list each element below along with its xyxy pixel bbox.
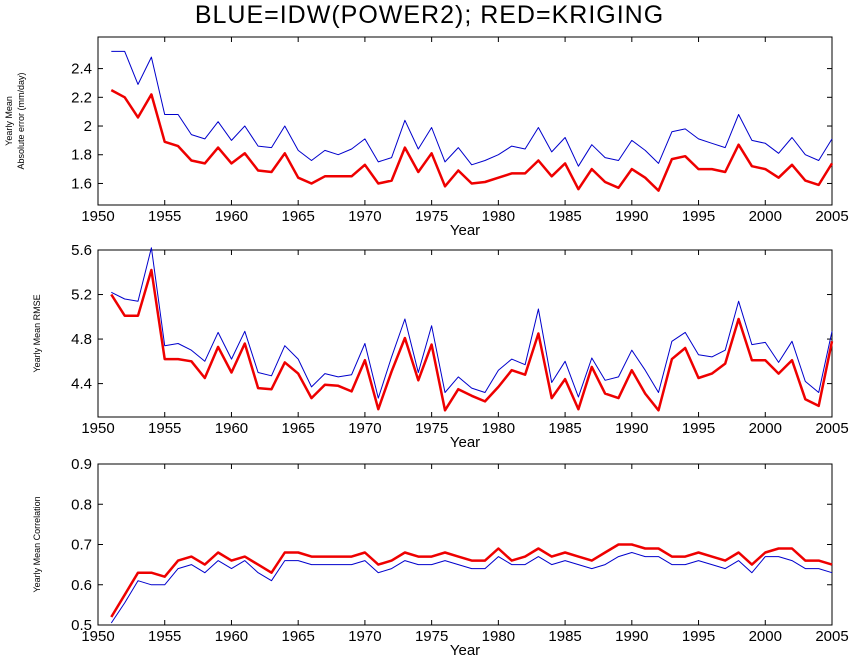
abs-error-xtick-label: 1970 [348, 208, 381, 225]
correlation-blue-series-line [110, 552, 833, 624]
rmse-xtick-label: 1950 [81, 420, 114, 437]
abs-error-xtick-label: 1965 [281, 208, 314, 225]
correlation-ytick-label: 0.9 [71, 456, 92, 473]
abs-error-xtick-label: 1990 [615, 208, 648, 225]
rmse-xaxis-label: Year [450, 434, 480, 451]
abs-error-xtick-label: 1975 [415, 208, 448, 225]
rmse-ytick-label: 5.2 [71, 287, 92, 304]
abs-error-plot-frame [97, 36, 833, 206]
abs-error-xtick-label: 2000 [749, 208, 782, 225]
correlation-xtick-label: 1970 [348, 628, 381, 645]
rmse-ytick-label: 4.8 [71, 331, 92, 348]
rmse-xtick-label: 1955 [148, 420, 181, 437]
correlation-xtick-label: 1975 [415, 628, 448, 645]
correlation-xtick-label: 1960 [215, 628, 248, 645]
correlation-xtick-label: 1990 [615, 628, 648, 645]
abs-error-yaxis-label: Yearly Mean [4, 96, 14, 146]
correlation-yaxis-label: Yearly Mean Correlation [32, 496, 42, 592]
rmse-xtick-label: 1980 [482, 420, 515, 437]
correlation-red-series-line [110, 543, 833, 618]
rmse-xtick-label: 2005 [815, 420, 848, 437]
correlation-ytick-label: 0.5 [71, 617, 92, 634]
correlation-panel: 1950 1955 1960 1965 1970 1975 1980 1985 1990 1995… [32, 456, 849, 659]
rmse-xtick-label: 1990 [615, 420, 648, 437]
correlation-xtick-label: 1985 [548, 628, 581, 645]
abs-error-xtick-label: 1950 [81, 208, 114, 225]
abs-error-red-series-line [110, 88, 834, 192]
rmse-xtick-label: 2000 [749, 420, 782, 437]
abs-error-xtick-label: 1995 [682, 208, 715, 225]
rmse-xtick-label: 1995 [682, 420, 715, 437]
chart-title: BLUE=IDW(POWER2); RED=KRIGING [194, 1, 665, 29]
correlation-ytick-label: 0.6 [71, 577, 92, 594]
rmse-yaxis-label: Yearly Mean RMSE [32, 294, 42, 372]
abs-error-ytick-label: 2.2 [71, 89, 92, 106]
correlation-xtick-label: 1955 [148, 628, 181, 645]
correlation-plot-frame [97, 463, 833, 626]
abs-error-ytick-label: 1.6 [71, 175, 92, 192]
rmse-panel: 1950 1955 1960 1965 1970 1975 1980 1985 1990 1995… [32, 242, 849, 451]
rmse-xtick-label: 1975 [415, 420, 448, 437]
correlation-xtick-label: 1995 [682, 628, 715, 645]
abs-error-ytick-label: 2 [84, 118, 92, 135]
rmse-ytick-label: 5.6 [71, 242, 92, 259]
correlation-ytick-label: 0.8 [71, 496, 92, 513]
correlation-xtick-label: 2000 [749, 628, 782, 645]
abs-error-xaxis-label: Year [450, 222, 480, 239]
abs-error-blue-series-line [111, 50, 833, 167]
correlation-xtick-label: 1950 [81, 628, 114, 645]
rmse-ytick-label: 4.4 [71, 376, 92, 393]
abs-error-ytick-label: 2.4 [71, 61, 92, 78]
rmse-xtick-label: 1965 [281, 420, 314, 437]
rmse-xtick-label: 1970 [348, 420, 381, 437]
rmse-xtick-label: 1985 [548, 420, 581, 437]
rmse-red-series-line [110, 268, 834, 412]
abs-error-ytick-label: 1.8 [71, 147, 92, 164]
rmse-blue-series-line [111, 247, 833, 399]
abs-error-panel: 1950 1955 1960 1965 1970 1975 1980 1985 1990 1995… [4, 36, 849, 239]
correlation-ytick-label: 0.7 [71, 537, 92, 554]
abs-error-yaxis-label: Absolute error (mm/day) [16, 72, 26, 169]
correlation-xaxis-label: Year [450, 642, 480, 659]
rmse-xtick-label: 1960 [215, 420, 248, 437]
correlation-xtick-label: 1980 [482, 628, 515, 645]
abs-error-xtick-label: 2005 [815, 208, 848, 225]
correlation-xtick-label: 1965 [281, 628, 314, 645]
abs-error-xtick-label: 1960 [215, 208, 248, 225]
abs-error-xtick-label: 1980 [482, 208, 515, 225]
correlation-xtick-label: 2005 [815, 628, 848, 645]
abs-error-xtick-label: 1985 [548, 208, 581, 225]
abs-error-xtick-label: 1955 [148, 208, 181, 225]
